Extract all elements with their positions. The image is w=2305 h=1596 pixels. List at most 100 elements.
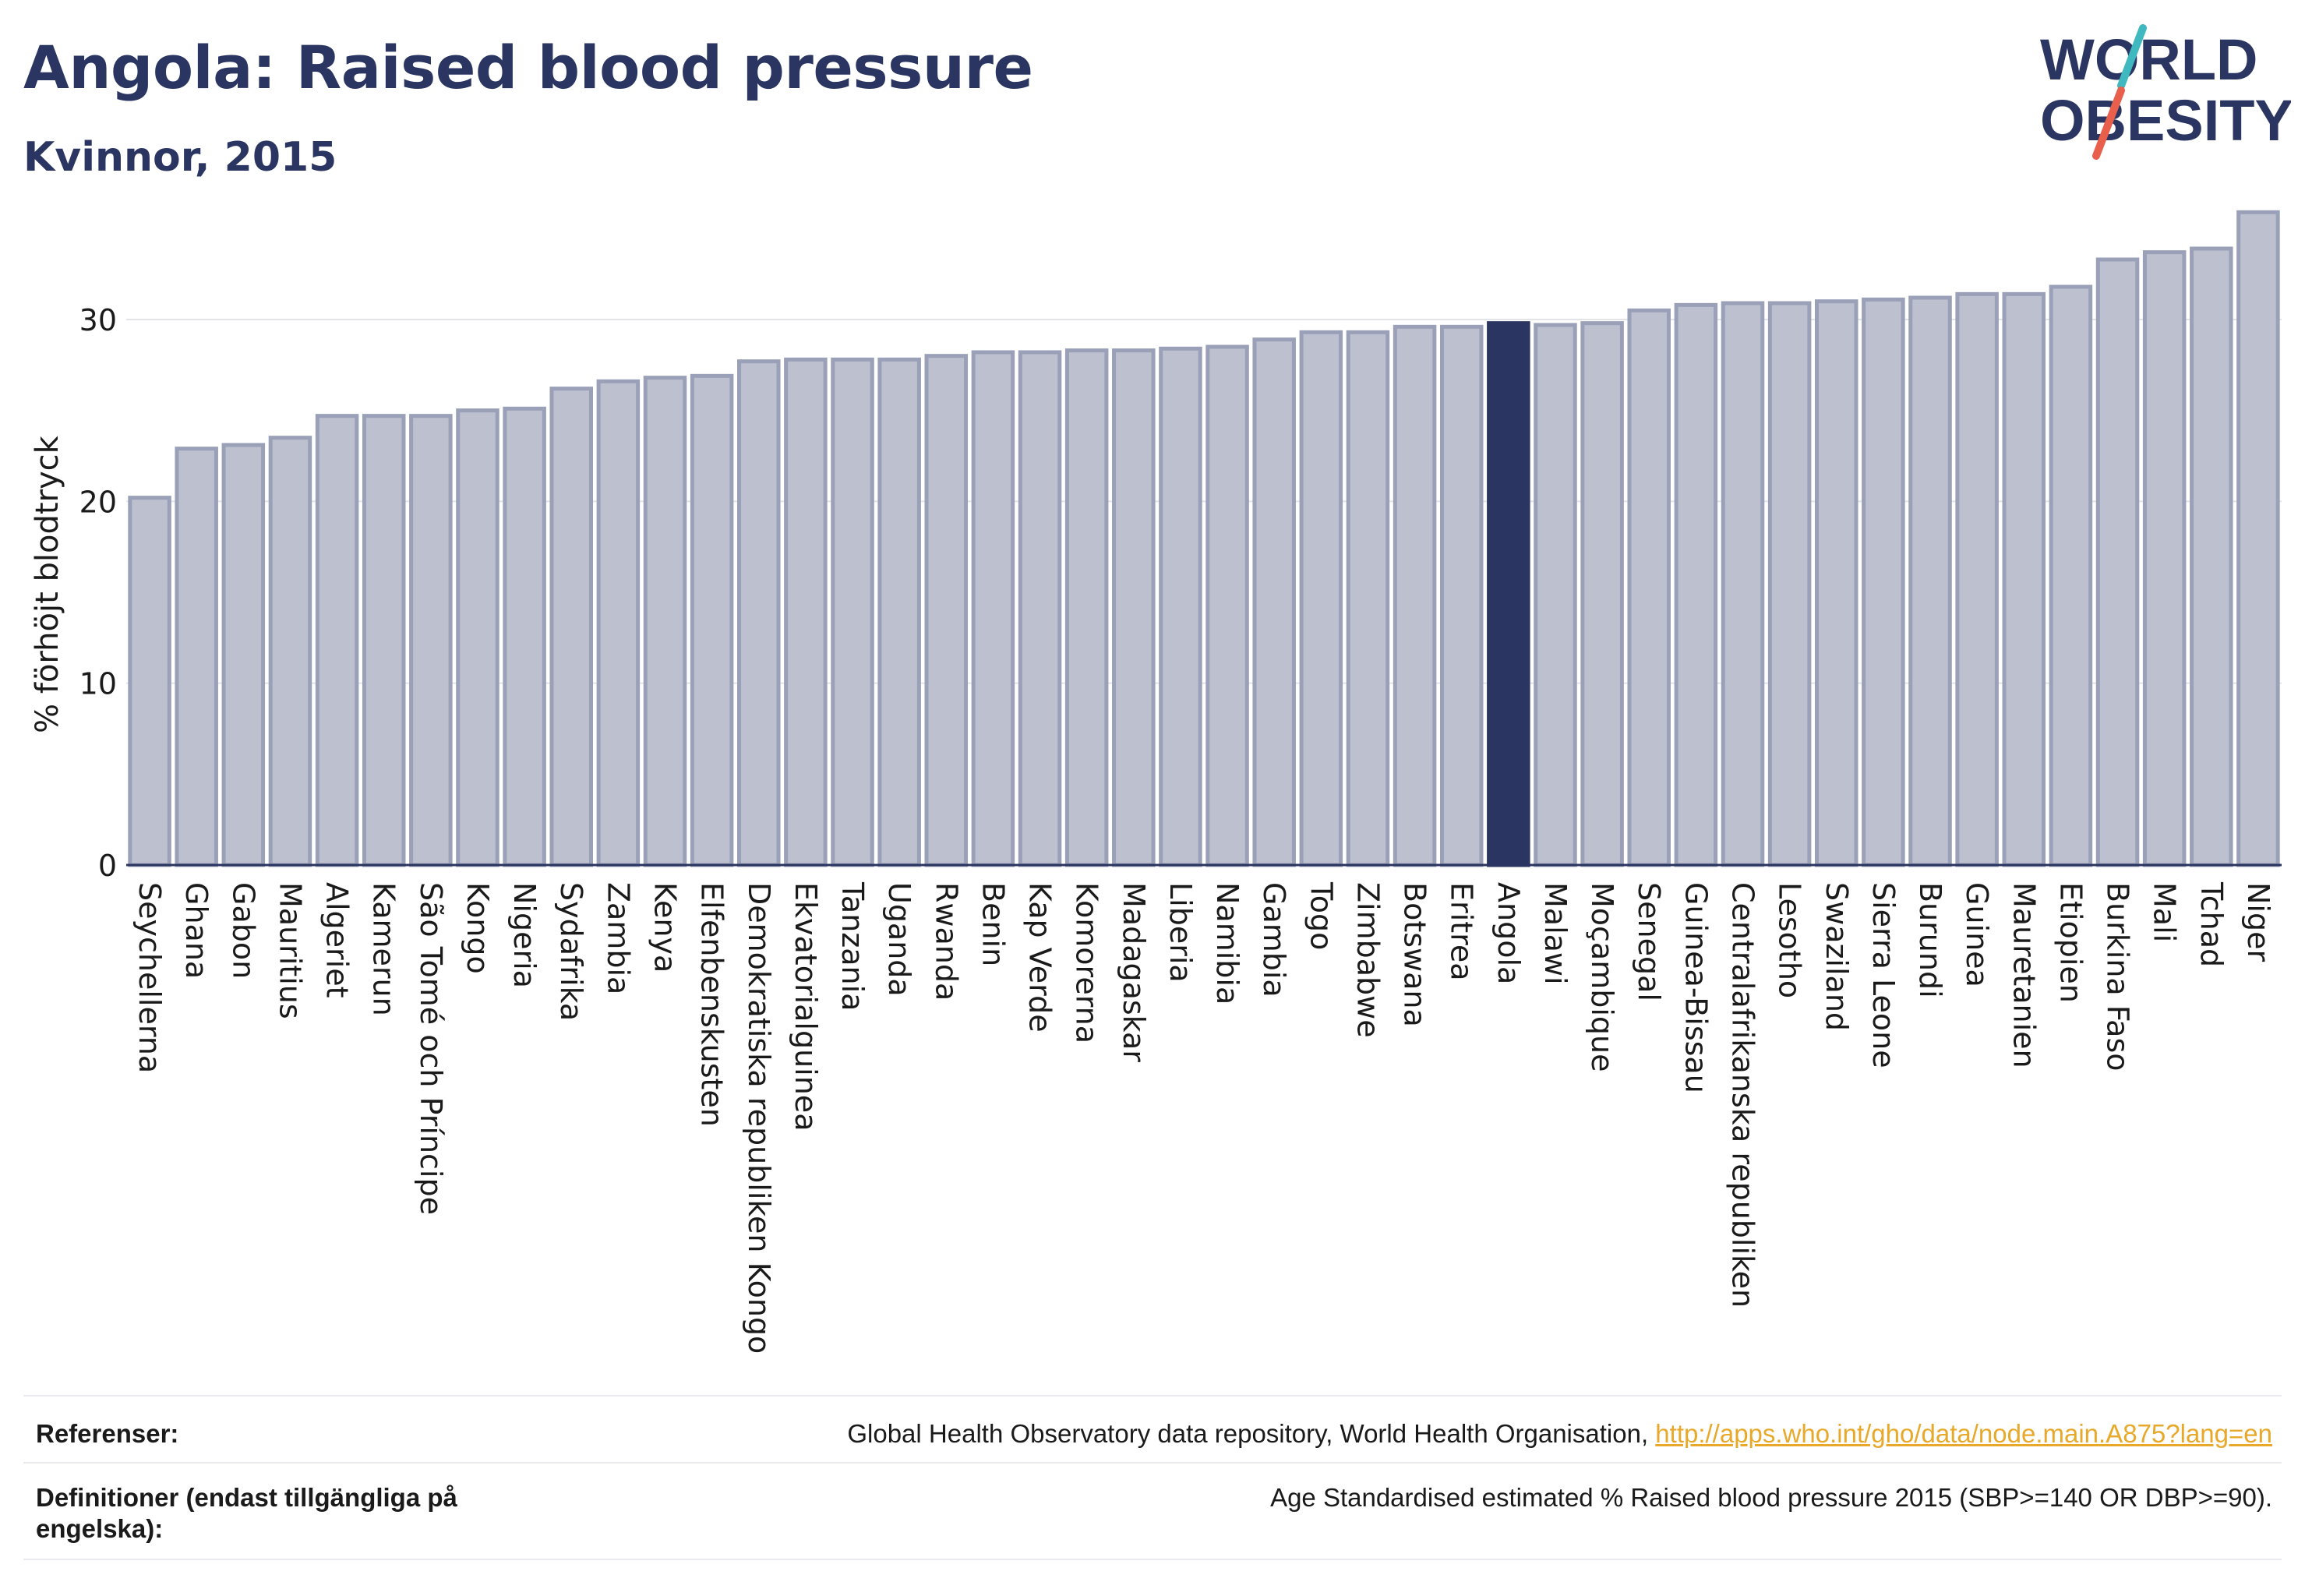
x-tick-label: Benin (976, 882, 1010, 966)
bar (1393, 324, 1437, 867)
bar (1955, 291, 1999, 867)
y-axis-title: % förhöjt blodtryck (30, 435, 65, 733)
chart-subtitle: Kvinnor, 2015 (23, 134, 337, 181)
bar (1112, 348, 1156, 867)
x-tick-label: Demokratiska republiken Kongo (742, 882, 776, 1354)
x-tick-label: Zimbabwe (1350, 882, 1385, 1038)
bar (1721, 301, 1765, 867)
x-tick-label: São Tomé och Príncipe (414, 882, 448, 1215)
bar (503, 406, 546, 867)
x-tick-label: Algeriet (320, 882, 355, 998)
x-tick-label: Kamerun (367, 882, 401, 1016)
x-tick-label: Sydafrika (554, 882, 588, 1021)
footer-divider-bottom (23, 1559, 2282, 1560)
bar (1439, 324, 1484, 867)
bar (1018, 350, 1062, 867)
x-tick-label: Tchad (2194, 881, 2229, 967)
bar (1064, 348, 1109, 867)
x-tick-label: Mali (2148, 882, 2182, 942)
bar (1346, 330, 1390, 867)
bar (877, 357, 921, 867)
bar (549, 387, 593, 867)
bar (221, 443, 266, 867)
x-tick-label: Niger (2241, 882, 2275, 962)
bar (971, 350, 1015, 867)
bar-chart: 0 10 20 30 % förhöjt blodtryck Seychellerna Gh… (30, 210, 2282, 1354)
x-tick-label: Ghana (179, 882, 214, 979)
bar (2236, 210, 2280, 867)
x-tick-label: Nigeria (507, 882, 542, 988)
bar (596, 379, 641, 867)
bar (1487, 321, 1530, 867)
bar (2049, 284, 2093, 867)
x-tick-label: Sierra Leone (1866, 882, 1901, 1068)
y-tick-label: 20 (79, 485, 117, 519)
bar (1627, 308, 1671, 867)
x-tick-label: Eritrea (1445, 882, 1479, 981)
bar (1767, 301, 1812, 867)
x-tick-label: Etiopien (2053, 882, 2088, 1003)
bar (1580, 321, 1624, 867)
references-label: Referenser: (36, 1419, 179, 1448)
chart-title: Angola: Raised blood pressure (23, 33, 1033, 102)
x-tick-label: Botswana (1398, 882, 1432, 1027)
bar (128, 496, 171, 867)
x-tick-label: Kongo (461, 882, 495, 974)
references-text: Global Health Observatory data repositor… (847, 1419, 1656, 1448)
x-tick-label: Swaziland (1820, 882, 1854, 1031)
x-tick-label: Angola (1491, 882, 1526, 984)
bar (1534, 323, 1577, 867)
x-tick-label: Mauritius (273, 882, 307, 1019)
x-tick-label: Moçambique (1585, 882, 1619, 1072)
bar (1815, 299, 1858, 867)
logo-slash-top-icon (2117, 24, 2147, 90)
x-tick-label: Namibia (1210, 882, 1244, 1005)
references-value: Global Health Observatory data repositor… (847, 1418, 2272, 1449)
bar (831, 357, 874, 867)
logo-slash-bottom-icon (2092, 87, 2125, 160)
footer-divider-middle (23, 1462, 2282, 1464)
x-tick-label: Kap Verde (1023, 882, 1057, 1033)
bar (784, 357, 828, 867)
x-tick-label: Seychellerna (132, 882, 167, 1073)
world-obesity-logo: WORLD OBESITY (2040, 24, 2291, 160)
x-tick-label: Malawi (1538, 882, 1573, 985)
bar (2095, 257, 2140, 867)
logo-line-2: OBESITY (2040, 88, 2291, 153)
x-tick-label: Kenya (648, 882, 683, 973)
x-tick-label: Togo (1304, 881, 1338, 950)
bar (1252, 337, 1296, 867)
logo-line-1: WORLD (2040, 27, 2258, 92)
x-tick-label: Guinea-Bissau (1678, 882, 1713, 1093)
x-tick-label: Guinea (1960, 882, 1994, 987)
bar (737, 359, 781, 867)
bar (409, 414, 453, 867)
definitions-label: Definitioner (endast tillgängliga på eng… (36, 1483, 457, 1543)
bar (690, 373, 734, 867)
references-link[interactable]: http://apps.who.int/gho/data/node.main.A… (1655, 1419, 2272, 1448)
x-tick-label: Komorerna (1070, 882, 1104, 1043)
x-tick-label: Centralafrikanska republiken (1726, 882, 1760, 1308)
x-tick-label: Uganda (882, 882, 916, 997)
bar (456, 408, 499, 867)
y-tick-label: 0 (98, 849, 117, 883)
bar (315, 414, 359, 867)
x-tick-label: Rwanda (929, 882, 963, 1001)
y-tick-label: 30 (79, 303, 117, 337)
bar (2002, 291, 2046, 867)
bar (1908, 295, 1952, 867)
bar (1159, 346, 1202, 867)
definitions-value: Age Standardised estimated % Raised bloo… (1270, 1483, 2272, 1512)
x-tick-label: Gambia (1257, 882, 1291, 998)
x-tick-label: Mauretanien (2007, 882, 2041, 1068)
x-tick-label: Lesotho (1773, 882, 1807, 998)
x-tick-label: Burkina Faso (2101, 882, 2135, 1072)
footer-divider-top (23, 1395, 2282, 1396)
x-tick-label: Zambia (601, 882, 635, 994)
bar (2190, 246, 2233, 867)
x-tick-label: Elfenbenskusten (695, 882, 729, 1127)
x-tick-label: Senegal (1632, 882, 1666, 1001)
bar (1674, 302, 1718, 867)
x-tick-label: Madagaskar (1117, 882, 1151, 1062)
x-tick-label: Burundi (1913, 882, 1947, 998)
